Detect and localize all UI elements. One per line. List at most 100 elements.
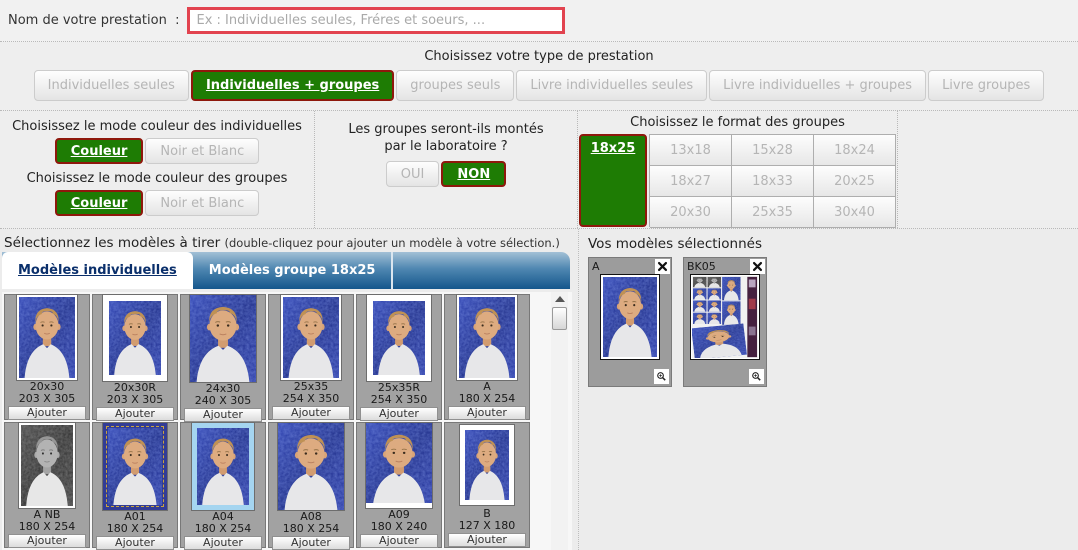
model-add-button[interactable]: Ajouter [448,406,526,420]
prestation-type-option[interactable]: groupes seuls [396,70,515,101]
model-add-button[interactable]: Ajouter [272,536,350,550]
scroll-up-icon[interactable] [554,296,565,302]
selected-model-card[interactable]: A [588,257,672,387]
color-mode-option[interactable]: Couleur [54,138,144,164]
models-scrollbar[interactable] [551,292,568,550]
model-dimensions: 180 X 254 [458,392,516,405]
zoom-model-button[interactable] [654,369,669,384]
lab-mount-option[interactable]: NON [441,161,507,187]
model-card[interactable]: B 127 X 180 Ajouter [444,422,530,548]
model-card[interactable]: A 180 X 254 Ajouter [444,294,530,420]
model-add-button[interactable]: Ajouter [8,406,86,420]
model-tab[interactable]: Modèles groupe 18x25 [193,252,394,289]
color-mode-options: Couleur Noir et Blanc [0,190,314,216]
model-photo [19,423,75,508]
format-option[interactable]: 18x24 [814,135,896,166]
lab-mount-option[interactable]: OUI [385,161,440,187]
model-card[interactable]: A08 180 X 254 Ajouter [268,422,354,550]
model-dimensions: 254 X 350 [370,393,428,406]
model-name: 20x30R [113,381,157,394]
format-option[interactable]: 20x25 [814,166,896,197]
model-add-button[interactable]: Ajouter [360,534,438,548]
lab-mount-column: Les groupes seront-ils montés par le lab… [315,111,578,228]
format-option[interactable]: 13x18 [650,135,732,166]
model-add-button[interactable]: Ajouter [360,407,438,421]
selected-model-card[interactable]: BK05 [683,257,767,387]
color-mode-title: Choisissez le mode couleur des individue… [12,119,302,134]
group-format-column: Choisissez le format des groupes 18x25 1… [578,111,898,228]
format-option[interactable]: 30x40 [814,197,896,228]
model-photo-slot [357,295,441,381]
color-mode-option[interactable]: Noir et Blanc [145,190,260,216]
model-photo [103,295,167,381]
model-photo [366,423,432,508]
model-card[interactable]: A09 180 X 240 Ajouter [356,422,442,548]
prestation-type-title: Choisissez votre type de prestation [424,49,654,64]
zoom-model-button[interactable] [749,369,764,384]
model-name: 25x35 [293,380,329,393]
format-option[interactable]: 18x27 [650,166,732,197]
selected-photo-slot [589,275,671,359]
model-dimensions: 203 X 305 [18,392,76,405]
format-option[interactable]: 25x35 [732,197,814,228]
color-mode-options: Couleur Noir et Blanc [0,138,314,164]
model-photo-slot [445,423,529,507]
model-card[interactable]: 20x30 203 X 305 Ajouter [4,294,90,420]
prestation-type-option[interactable]: Individuelles seules [33,70,189,101]
model-name: A08 [300,510,322,523]
prestation-type-option[interactable]: Livre individuelles + groupes [709,70,927,101]
model-add-button[interactable]: Ajouter [8,534,86,548]
model-card[interactable]: A NB 180 X 254 Ajouter [4,422,90,548]
model-card[interactable]: 24x30 240 X 305 Ajouter [180,294,266,422]
format-option[interactable]: 18x33 [732,166,814,197]
options-band: Choisissez le mode couleur des individue… [0,111,1078,229]
lab-question-line2: par le laboratoire ? [384,139,508,154]
scrollbar-thumb[interactable] [552,307,567,330]
model-photo-slot [181,423,265,510]
format-option-selected[interactable]: 18x25 [579,134,647,227]
model-add-button[interactable]: Ajouter [96,536,174,550]
model-name: 24x30 [205,382,241,395]
model-add-button[interactable]: Ajouter [272,406,350,420]
prestation-type-option[interactable]: Livre groupes [928,70,1045,101]
model-photo-slot [93,423,177,510]
model-photo-slot [445,295,529,380]
prestation-name-input[interactable] [187,7,566,34]
model-dimensions: 254 X 350 [282,392,340,405]
remove-model-button[interactable] [655,259,670,274]
magnifier-icon [657,372,666,381]
model-dimensions: 180 X 254 [18,520,76,533]
color-mode-group: Choisissez le mode couleur des groupes C… [0,171,314,216]
models-scroll-area: 20x30 203 X 305 Ajouter 20x30R 203 X 305… [2,292,572,550]
prestation-type-option[interactable]: Livre individuelles seules [516,70,708,101]
model-card[interactable]: 20x30R 203 X 305 Ajouter [92,294,178,421]
model-card[interactable]: A01 180 X 254 Ajouter [92,422,178,550]
format-option[interactable]: 20x30 [650,197,732,228]
model-add-button[interactable]: Ajouter [184,536,262,550]
selected-models-list: A BK05 [588,257,1078,387]
model-add-button[interactable]: Ajouter [448,532,526,547]
model-add-button[interactable]: Ajouter [184,408,262,422]
format-option[interactable]: 15x28 [732,135,814,166]
prestation-type-option[interactable]: Individuelles + groupes [190,70,395,101]
selected-model-photo [601,275,659,359]
model-card[interactable]: 25x35R 254 X 350 Ajouter [356,294,442,421]
model-add-button[interactable]: Ajouter [96,407,174,421]
model-card[interactable]: 25x35 254 X 350 Ajouter [268,294,354,420]
remove-model-button[interactable] [750,259,765,274]
model-name: 25x35R [377,381,421,394]
model-card[interactable]: A04 180 X 254 Ajouter [180,422,266,550]
selected-model-name: A [592,260,600,273]
model-name: A [483,380,491,393]
model-tab[interactable]: Modèles individuelles [2,252,193,289]
close-icon [752,261,763,272]
model-photo-slot [269,423,353,510]
color-mode-option[interactable]: Noir et Blanc [145,138,260,164]
group-format-title: Choisissez le format des groupes [630,115,845,130]
model-photo-slot [93,295,177,381]
color-mode-option[interactable]: Couleur [54,190,144,216]
model-dimensions: 180 X 254 [194,522,252,535]
group-format-grid: 18x25 13x18 15x28 18x24 18x27 18x33 20x25 20x3… [578,134,897,228]
model-photo [367,295,431,381]
model-photo [460,424,514,505]
